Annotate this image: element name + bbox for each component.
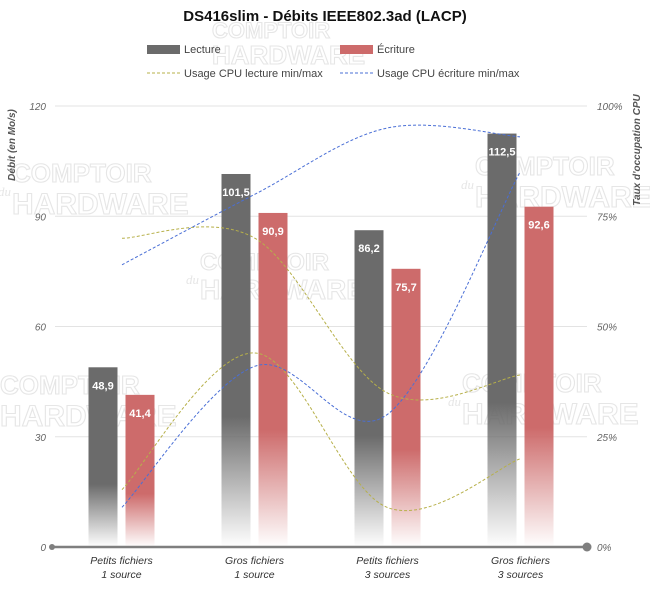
bar-ecriture [524,206,554,547]
legend-swatch-lecture [147,45,180,54]
data-label: 48,9 [92,380,113,392]
legend-swatch-ecriture [340,45,373,54]
x-axis-categories: Petits fichiers 1 source Gros fichiers 1 so… [90,555,550,581]
data-label: 112,5 [489,147,516,159]
data-label: 90,9 [262,226,283,238]
y2-axis-title: Taux d'occupation CPU [632,93,643,205]
y-tick-label: 60 [35,323,47,334]
x-tick-label: 1 source [101,569,141,581]
bar-lecture [354,230,384,547]
y-axis-title: Débit (en Mo/s) [7,109,18,181]
y2-tick-label: 100% [597,102,623,113]
legend-label-lecture: Lecture [184,44,221,56]
y2-tick-label: 0% [597,543,612,554]
data-label: 41,4 [129,408,151,420]
x-tick-label: Petits fichiers [90,555,153,567]
y-tick-label: 0 [40,543,46,554]
y2-tick-label: 25% [596,433,617,444]
watermark-word-2: du [0,184,12,199]
data-label: 92,6 [528,220,549,232]
watermark-word-3: HARDWARE [212,40,365,70]
bar-lecture [221,173,251,548]
data-label: 86,2 [358,243,379,255]
watermark-word-2: du [461,177,475,192]
watermark-word-1: COMPTOIR [12,158,152,188]
data-labels: 48,9 101,5 86,2 112,5 41,4 90,9 75,7 92,6 [92,147,549,420]
legend-label-cpu-lecture: Usage CPU lecture min/max [184,68,323,80]
y2-axis-ticks: 0% 25% 50% 75% 100% [596,102,623,554]
y2-tick-label: 50% [597,323,617,334]
x-tick-label: Petits fichiers [356,555,419,567]
bar-lecture [487,133,517,547]
legend-label-ecriture: Écriture [377,43,415,56]
data-label: 75,7 [395,282,416,294]
bar-lecture [88,367,118,547]
legend-label-cpu-ecriture: Usage CPU écriture min/max [377,68,520,80]
x-tick-label: Gros fichiers [491,555,551,567]
x-axis-start-dot [49,544,55,550]
bar-ecriture [258,212,288,547]
y-axis-ticks: 0 30 60 90 120 [29,102,46,554]
x-tick-label: 3 sources [498,569,544,581]
watermark-word-2: du [448,394,462,409]
y-tick-label: 90 [35,212,47,223]
bars [88,133,554,548]
chart-title: DS416slim - Débits IEEE802.3ad (LACP) [183,8,466,25]
y-tick-label: 30 [35,433,47,444]
bar-ecriture [391,268,421,547]
x-axis-end-dot [582,542,592,552]
y2-tick-label: 75% [597,212,617,223]
cpu-line-ecriture-max [121,124,521,266]
cpu-line-ecriture-min [121,171,521,508]
watermark-word-1: COMPTOIR [0,370,140,400]
watermark-word-2: du [186,272,200,287]
bar-ecriture [125,394,155,547]
y-tick-label: 120 [29,102,46,113]
x-axis [49,542,592,552]
watermark-word-1: COMPTOIR [212,18,330,43]
cpu-line-lecture-max [121,226,521,401]
x-tick-label: 1 source [234,569,274,581]
x-tick-label: Gros fichiers [225,555,285,567]
data-label: 101,5 [222,187,250,199]
x-tick-label: 3 sources [365,569,411,581]
cpu-lines [121,124,521,512]
legend: Lecture Écriture Usage CPU lecture min/m… [147,43,520,80]
